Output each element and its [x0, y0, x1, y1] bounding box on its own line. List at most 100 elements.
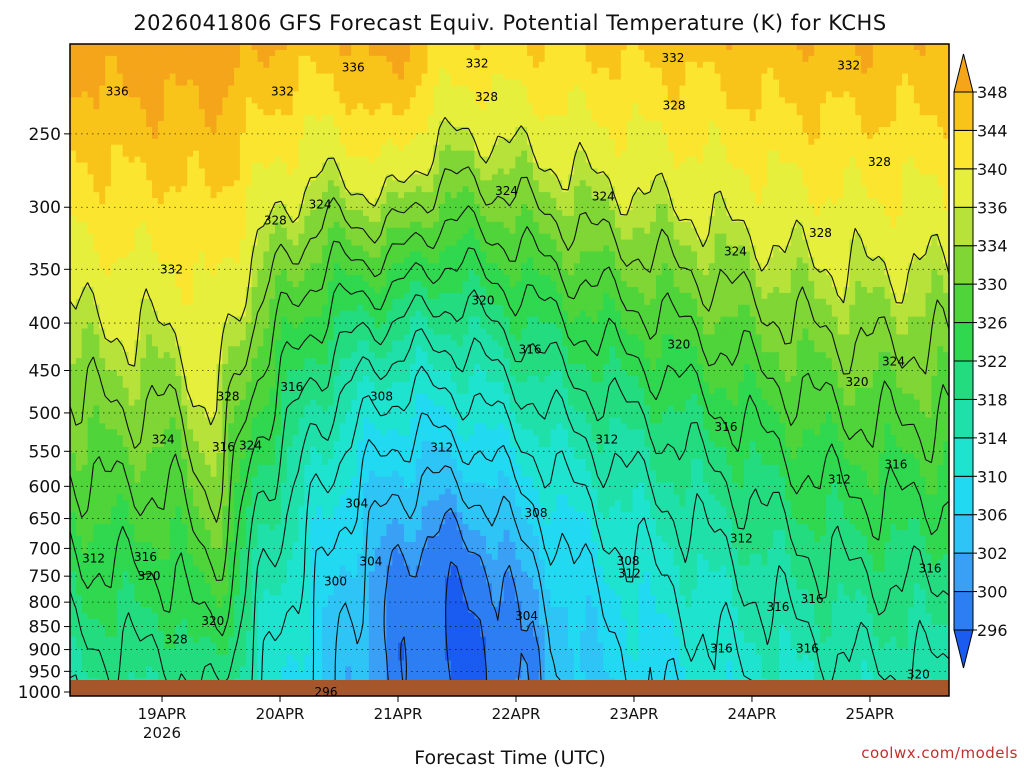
- contour-label: 316: [212, 440, 235, 454]
- contour-label: 316: [919, 562, 942, 576]
- contour-label: 304: [515, 609, 538, 623]
- contour-label: 316: [766, 600, 789, 614]
- contour-line-324: [70, 247, 949, 637]
- y-tick-label: 800: [29, 593, 61, 613]
- contour-label: 328: [809, 226, 832, 240]
- contour-label: 324: [592, 189, 615, 203]
- colorbar-top-arrow: [953, 53, 974, 93]
- contour-label: 312: [730, 532, 753, 546]
- contour-label: 328: [663, 99, 686, 113]
- contour-line-300: [383, 507, 543, 696]
- contour-label: 332: [837, 59, 860, 73]
- colorbar-swatch: [953, 129, 974, 170]
- filled-contour-bands: [70, 44, 949, 696]
- contour-label: 308: [525, 506, 548, 520]
- contour-label: 332: [271, 84, 294, 98]
- contour-label: 336: [342, 61, 365, 75]
- contour-label: 308: [617, 554, 640, 568]
- contour-label: 328: [475, 90, 498, 104]
- contour-label: 316: [519, 342, 542, 356]
- colorbar-label: 322: [977, 352, 1008, 371]
- contour-label: 332: [661, 51, 684, 65]
- contour-label: 316: [884, 457, 907, 471]
- contour-label: 312: [82, 552, 105, 566]
- colorbar-label: 330: [977, 275, 1008, 294]
- colorbar-swatch: [953, 283, 974, 324]
- y-tick-label: 550: [29, 442, 61, 462]
- contour-line-336: [70, 116, 949, 426]
- contour-label: 296: [315, 685, 338, 699]
- colorbar-label: 302: [977, 544, 1008, 563]
- contour-label: 312: [618, 567, 641, 581]
- contour-label: 300: [324, 575, 347, 589]
- contour-label: 324: [309, 198, 332, 212]
- y-tick-label: 900: [29, 641, 61, 661]
- colorbar-swatch: [953, 552, 974, 592]
- y-tick-label: 650: [29, 510, 61, 530]
- y-tick-label: 600: [29, 477, 61, 497]
- contour-label: 332: [160, 262, 183, 276]
- ground-surface: [70, 680, 949, 696]
- colorbar-label: 348: [977, 83, 1008, 102]
- y-tick-label: 1000: [18, 683, 61, 703]
- plot-area: 336 336 332 332 332 332 332 328 328 328 328 328 328 3…: [70, 44, 949, 699]
- colorbar-swatch: [953, 322, 974, 362]
- y-axis: 250 300 350 400 450 500 550 600 650 700 750 800 850 9…: [18, 125, 70, 703]
- colorbar-swatch: [953, 91, 974, 131]
- x-tick-label: 25APR: [846, 705, 895, 723]
- contour-line-332: [70, 166, 949, 523]
- colorbar-swatch: [953, 206, 974, 247]
- contour-label: 312: [828, 473, 851, 487]
- contour-label: 320: [667, 338, 690, 352]
- contour-label: 320: [201, 614, 224, 628]
- contour-lines: [70, 116, 949, 696]
- y-tick-label: 350: [29, 260, 61, 280]
- contour-label: 316: [801, 592, 824, 606]
- colorbar-swatch: [953, 514, 974, 554]
- colorbar-swatch: [953, 245, 974, 285]
- y-tick-label: 850: [29, 618, 61, 638]
- contour-label: 316: [280, 380, 303, 394]
- contour-label: 328: [868, 155, 891, 169]
- x-tick-label: 21APR: [374, 705, 423, 723]
- colorbar-swatch: [953, 475, 974, 516]
- y-tick-label: 300: [29, 198, 61, 218]
- colorbar-label: 340: [977, 160, 1008, 179]
- y-tick-label: 500: [29, 404, 61, 424]
- colorbar-label: 344: [977, 121, 1008, 140]
- colorbar-label: 318: [977, 390, 1008, 409]
- credit-link[interactable]: coolwx.com/models: [861, 744, 1018, 762]
- colorbar-label: 326: [977, 314, 1008, 333]
- contour-line-316: [70, 328, 949, 696]
- contour-label: 332: [466, 57, 489, 71]
- colorbar-swatch: [953, 168, 974, 208]
- y-tick-label: 700: [29, 539, 61, 559]
- x-tick-label: 23APR: [610, 705, 659, 723]
- colorbar-label: 334: [977, 237, 1008, 256]
- contour-label: 320: [846, 375, 869, 389]
- colorbar-label: 296: [977, 621, 1008, 640]
- contour-label: 316: [710, 642, 733, 656]
- y-tick-label: 950: [29, 662, 61, 682]
- colorbar-label: 336: [977, 198, 1008, 217]
- contour-line-320: [70, 289, 949, 696]
- contour-line-304: [334, 465, 566, 696]
- colorbar-label: 314: [977, 429, 1008, 448]
- y-tick-label: 450: [29, 361, 61, 381]
- contour-label: 316: [715, 420, 738, 434]
- contour-label: 324: [239, 438, 262, 452]
- contour-label: 328: [264, 214, 287, 228]
- colorbar-swatch: [953, 437, 974, 477]
- y-tick-label: 250: [29, 125, 61, 145]
- contour-label: 336: [106, 84, 129, 98]
- x-tick-label: 19APR: [138, 705, 187, 723]
- contour-label: 324: [882, 354, 905, 368]
- contour-label: 324: [724, 245, 747, 259]
- colorbar-swatch: [953, 591, 974, 631]
- contour-label: 308: [370, 390, 393, 404]
- x-tick-label: 22APR: [492, 705, 541, 723]
- colorbar-swatch: [953, 398, 974, 439]
- contour-label: 304: [359, 554, 382, 568]
- gridlines: [70, 133, 949, 693]
